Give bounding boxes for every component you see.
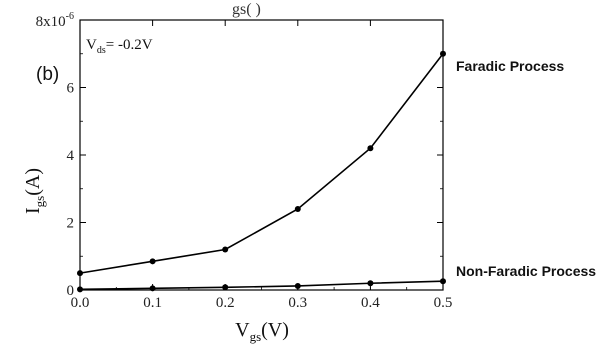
- x-tick-label: 0.4: [361, 295, 380, 311]
- x-axis-title: Vgs(V): [235, 319, 289, 344]
- data-point: [77, 270, 83, 277]
- series-layer: [77, 50, 446, 293]
- y-tick-label: 2: [67, 216, 75, 232]
- data-point: [367, 280, 374, 287]
- y-tick-label: 6: [67, 81, 75, 97]
- data-point: [77, 286, 83, 293]
- y-axis-title: Igs(A): [22, 168, 47, 214]
- vds-annotation: Vds= -0.2V: [86, 37, 153, 56]
- y-tick-label: 4: [67, 148, 75, 164]
- data-point: [222, 284, 229, 291]
- y-top-label: 8x10-6: [36, 11, 74, 30]
- x-tick-label: 0.2: [216, 295, 235, 311]
- data-point: [149, 285, 156, 292]
- data-point: [440, 278, 446, 285]
- top-cut-label: gs( ): [232, 1, 261, 18]
- x-axis-ticks: 0.0 0.1 0.2 0.3 0.4 0.5: [71, 20, 453, 311]
- series-line-1: [79, 280, 444, 291]
- x-tick-label: 0.5: [434, 295, 453, 311]
- panel-label: (b): [36, 64, 59, 85]
- y-tick-label: 0: [67, 283, 75, 299]
- x-tick-label: 0.0: [71, 295, 90, 311]
- plot-frame: [79, 19, 444, 291]
- y-axis-ticks: 0 2 4 6: [67, 19, 443, 299]
- data-point: [440, 50, 446, 57]
- series-label-faradic: Faradic Process: [456, 58, 564, 74]
- x-tick-label: 0.3: [288, 295, 307, 311]
- series-label-non-faradic: Non-Faradic Process: [456, 263, 596, 279]
- data-point: [367, 145, 374, 152]
- data-point: [149, 258, 156, 265]
- data-point: [294, 282, 301, 289]
- x-tick-label: 0.1: [143, 295, 162, 311]
- data-point: [222, 246, 229, 253]
- series-line-0: [79, 53, 444, 274]
- data-point: [294, 206, 301, 212]
